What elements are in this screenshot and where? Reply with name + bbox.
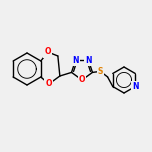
Text: O: O	[45, 47, 51, 57]
Text: S: S	[98, 67, 103, 76]
Text: N: N	[132, 82, 138, 91]
Text: N: N	[72, 56, 79, 65]
Text: O: O	[79, 76, 85, 85]
Text: O: O	[46, 79, 52, 88]
Text: N: N	[85, 56, 92, 65]
